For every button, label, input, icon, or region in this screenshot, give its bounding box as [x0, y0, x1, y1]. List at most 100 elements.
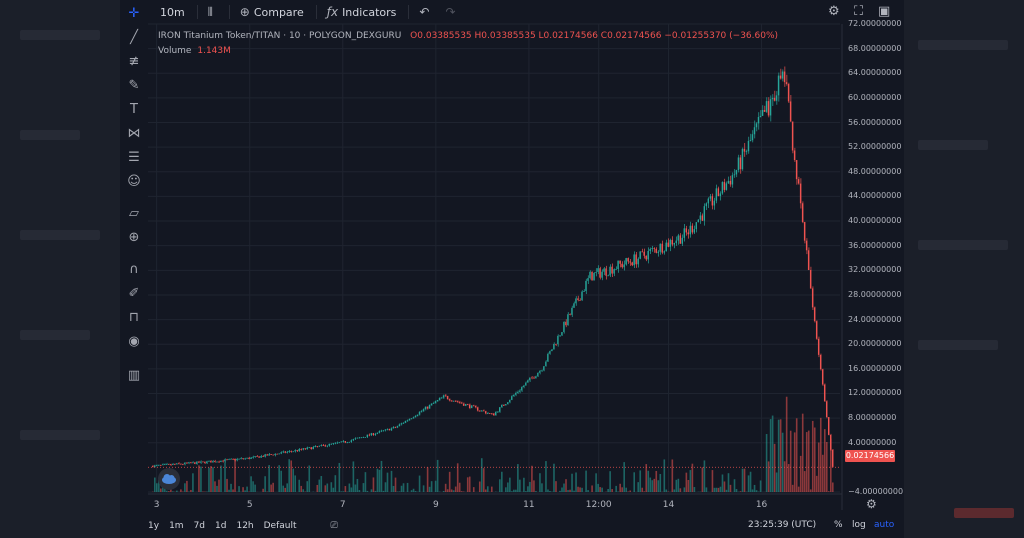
volume-bar — [597, 483, 599, 492]
ruler-icon[interactable]: ▱ — [129, 206, 139, 221]
volume-bar — [238, 486, 240, 492]
chart-type-button[interactable]: ⫴ — [208, 5, 217, 20]
compare-button[interactable]: ⊕ Compare — [240, 5, 304, 19]
trend-line-icon[interactable]: ╱ — [130, 30, 138, 45]
candle-body — [553, 343, 555, 350]
volume-bar — [370, 489, 373, 492]
prediction-icon[interactable]: ☰ — [128, 150, 140, 165]
volume-bar — [272, 482, 274, 492]
volume-bar — [729, 484, 732, 492]
candle-body — [799, 183, 802, 204]
redo-button[interactable]: ↷ — [445, 5, 459, 19]
interval-button[interactable]: 10m — [160, 6, 185, 19]
stay-drawing-icon[interactable]: ✐ — [128, 286, 140, 301]
candle-body — [410, 418, 413, 420]
range-1d[interactable]: 1d — [215, 521, 227, 531]
volume-bar — [747, 475, 750, 492]
text-tool-icon[interactable]: T — [130, 102, 138, 117]
candle-body — [787, 84, 790, 102]
volume-bar — [775, 472, 778, 492]
candle-body — [174, 464, 176, 465]
candle-body — [282, 451, 284, 453]
volume-bar — [799, 455, 802, 492]
candle-body — [685, 228, 687, 233]
volume-bar — [559, 490, 561, 492]
range-default[interactable]: Default — [263, 521, 297, 531]
candle-body — [545, 361, 547, 367]
auto-toggle[interactable]: auto — [874, 520, 895, 530]
volume-bar — [741, 468, 744, 492]
percent-toggle[interactable]: % — [834, 520, 843, 530]
candle-body — [727, 180, 730, 184]
candle-body — [204, 461, 206, 464]
volume-bar — [300, 485, 303, 492]
volume-bar — [801, 413, 804, 492]
volume-bar — [180, 489, 182, 492]
candle-body — [166, 464, 168, 465]
volume-bar — [406, 482, 409, 492]
volume-bar — [230, 483, 232, 492]
pattern-icon[interactable]: ⋈ — [127, 126, 141, 141]
candle-body — [601, 271, 603, 278]
candle-body — [763, 109, 766, 112]
lock-icon[interactable]: ⊓ — [128, 310, 140, 325]
candle-body — [641, 251, 643, 253]
candle-body — [490, 413, 493, 415]
candle-body — [593, 272, 595, 281]
candle-body — [609, 266, 611, 276]
zoom-in-icon[interactable]: ⊕ — [128, 230, 140, 245]
date-range-icon[interactable]: ⎚ — [330, 521, 338, 531]
volume-bar — [202, 491, 204, 492]
range-7d[interactable]: 7d — [193, 521, 206, 531]
volume-bar — [751, 489, 754, 492]
volume-bar — [428, 486, 431, 492]
indicators-button[interactable]: ƒx Indicators — [327, 5, 397, 19]
candle-body — [152, 466, 154, 468]
volume-bar — [611, 489, 613, 492]
volume-bar — [294, 475, 297, 492]
candle-body — [394, 427, 397, 428]
bottom-toolbar: 1y 1m 7d 1d 12h Default ⎚ 23:25:39 (UTC)… — [148, 516, 898, 536]
crosshair-icon[interactable]: ✛ — [128, 6, 140, 21]
volume-bar — [791, 484, 794, 492]
magnet-icon[interactable]: ∩ — [129, 262, 139, 277]
candle-body — [360, 437, 363, 439]
volume-bar — [765, 434, 768, 492]
settings-icon[interactable]: ⚙ — [828, 4, 840, 19]
candle-body — [194, 462, 196, 464]
undo-button[interactable]: ↶ — [419, 5, 433, 19]
candle-body — [286, 451, 288, 453]
tradingview-logo[interactable] — [158, 468, 180, 490]
candle-body — [721, 182, 724, 194]
fullscreen-icon[interactable]: ⛶ — [854, 4, 864, 19]
trash-icon[interactable]: ▥ — [127, 368, 141, 383]
volume-bar — [683, 487, 686, 492]
camera-icon[interactable]: ▣ — [878, 4, 891, 19]
candle-body — [507, 402, 509, 405]
volume-bar — [442, 491, 445, 492]
axis-settings-icon[interactable]: ⚙ — [866, 497, 877, 511]
candle-body — [484, 411, 487, 414]
volume-bar — [643, 491, 646, 492]
volume-bar — [228, 489, 230, 492]
volume-bar — [426, 467, 429, 492]
candle-body — [615, 269, 617, 270]
volume-bar — [234, 458, 236, 492]
volume-bar — [657, 480, 660, 492]
eye-icon[interactable]: ◉ — [128, 334, 140, 349]
emoji-icon[interactable]: ☺ — [127, 174, 141, 189]
candle-body — [192, 462, 194, 464]
fib-tool-icon[interactable]: ≢ — [128, 54, 140, 69]
log-toggle[interactable]: log — [852, 520, 866, 530]
candles-icon: ⫴ — [207, 4, 213, 19]
candle-body — [160, 464, 162, 466]
range-12h[interactable]: 12h — [236, 521, 254, 531]
volume-bar — [332, 487, 335, 492]
brush-icon[interactable]: ✎ — [128, 78, 140, 93]
volume-bar — [302, 489, 305, 492]
candle-body — [184, 462, 186, 465]
range-1y[interactable]: 1y — [148, 521, 160, 531]
range-1m[interactable]: 1m — [169, 521, 184, 531]
price-tick-label: 52.00000000 — [848, 142, 902, 152]
